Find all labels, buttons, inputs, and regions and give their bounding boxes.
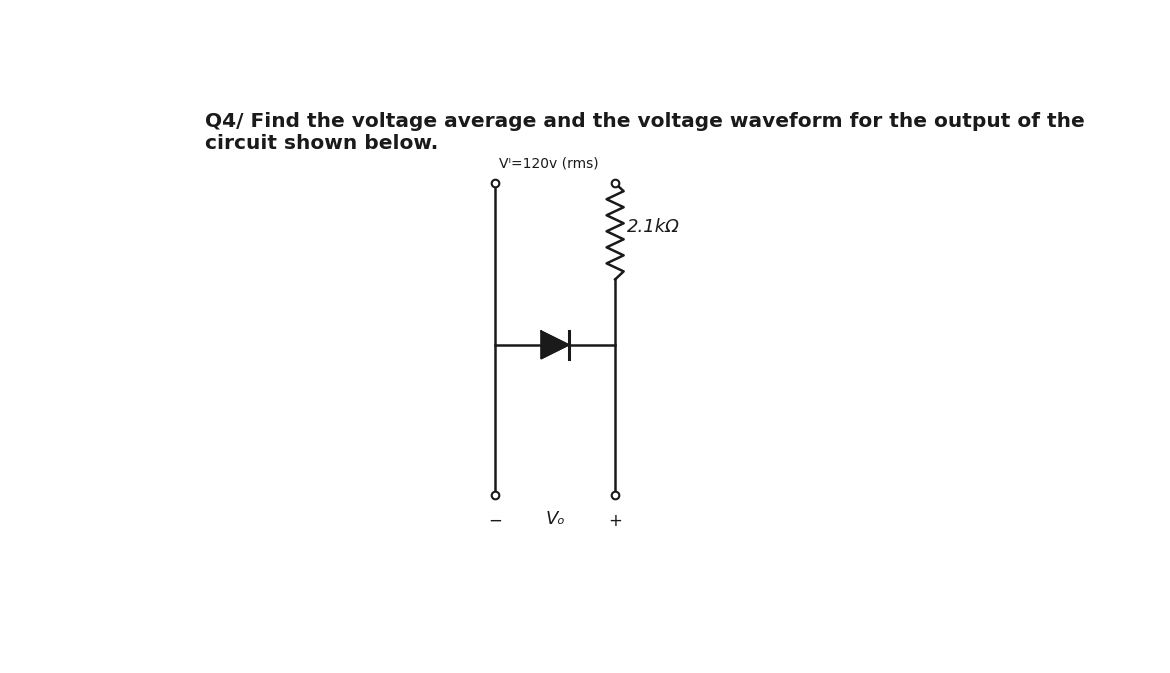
Text: Q4/ Find the voltage average and the voltage waveform for the output of the
circ: Q4/ Find the voltage average and the vol…	[205, 112, 1085, 153]
Text: Vᴵ=120v (rms): Vᴵ=120v (rms)	[498, 156, 599, 170]
Text: Vₒ: Vₒ	[545, 510, 565, 528]
Text: 2.1kΩ: 2.1kΩ	[627, 219, 680, 236]
Polygon shape	[541, 331, 569, 359]
Text: −: −	[488, 512, 502, 530]
Text: +: +	[608, 512, 622, 530]
